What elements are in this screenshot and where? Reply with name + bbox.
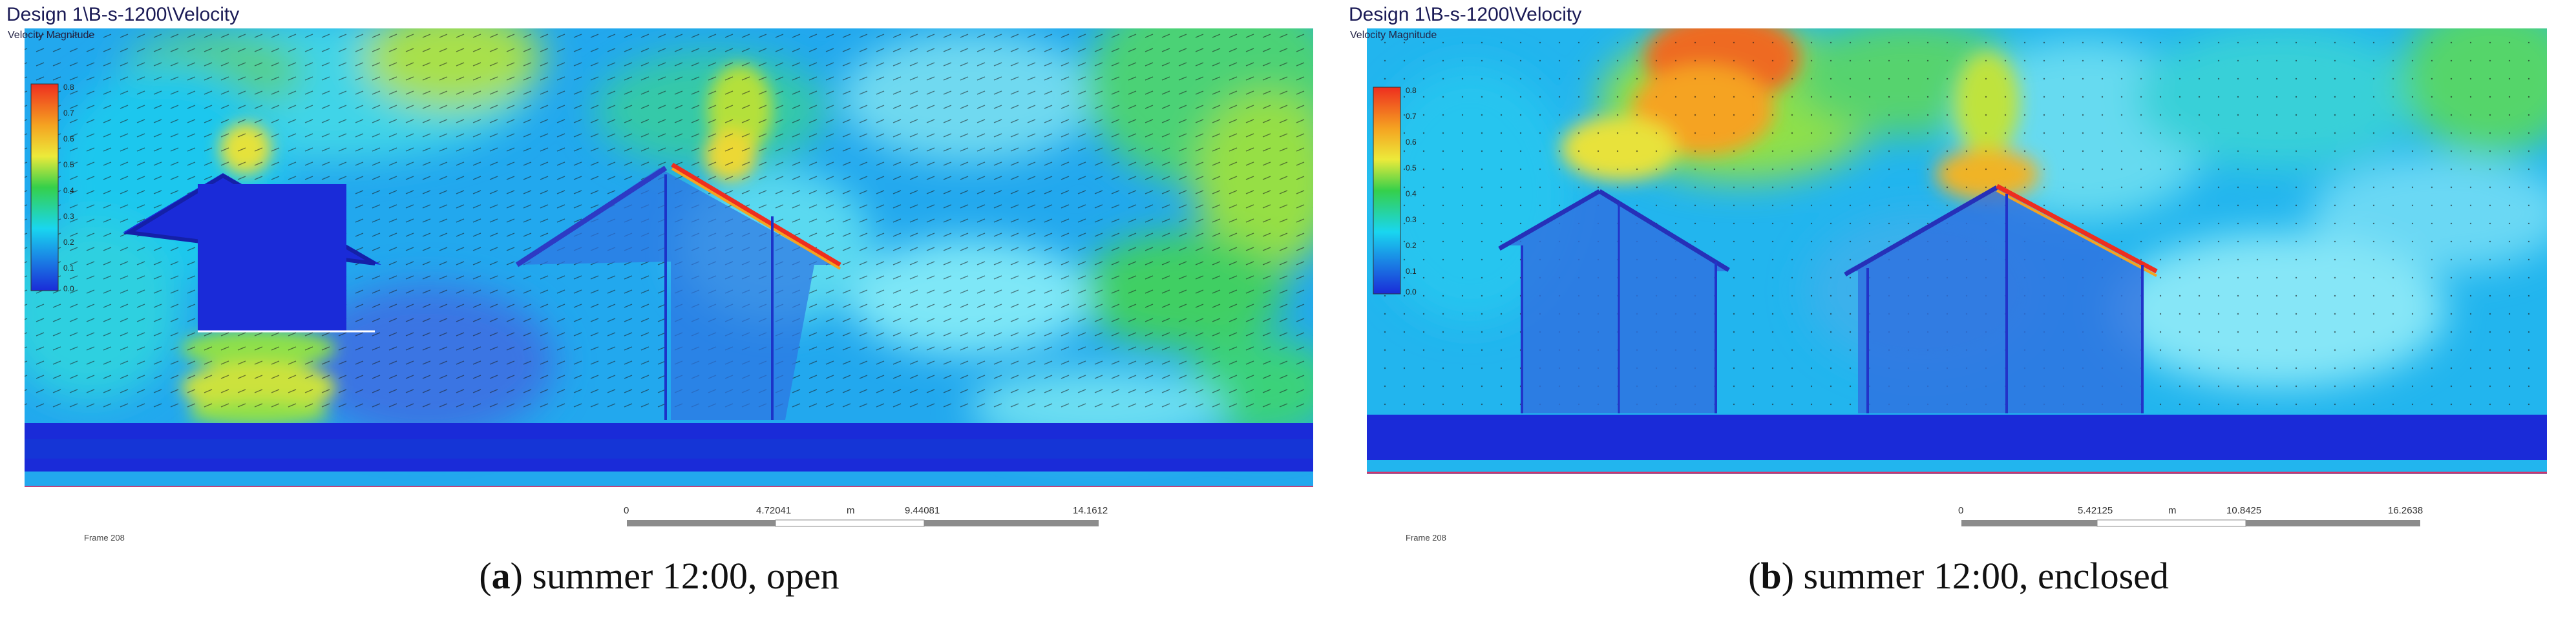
- caption-text: summer 12:00, enclosed: [1803, 555, 2169, 597]
- cfd-title-overlay: Design 1\B-s-1200\Velocity: [6, 4, 240, 25]
- colorbar-tick: 0.0: [1406, 287, 1417, 296]
- colorbar-tick: 0.3: [1406, 215, 1417, 224]
- legend-label: Velocity Magnitude: [8, 30, 95, 41]
- colorbar-tick: 0.0: [63, 284, 74, 293]
- caption-text: summer 12:00, open: [532, 555, 839, 597]
- caption-b: (b) summer 12:00, enclosed: [1748, 555, 2169, 597]
- frame-label: Frame 208: [84, 533, 125, 543]
- colorbar-tick: 0.4: [1406, 189, 1417, 198]
- colorbar-tick: 0.6: [63, 134, 74, 143]
- colorbar-tick: 0.2: [1406, 241, 1417, 250]
- colorbar-tick: 0.5: [1406, 163, 1417, 172]
- caption-letter: a: [491, 555, 511, 597]
- colorbar-tick: 0.7: [63, 109, 74, 118]
- colorbar-tick: 0.2: [63, 238, 74, 247]
- colorbar-tick: 0.6: [1406, 138, 1417, 147]
- scale-tick: 14.1612: [1073, 505, 1108, 516]
- scale-unit: m: [2168, 505, 2177, 516]
- colorbar-tick: 0.8: [1406, 86, 1417, 95]
- colorbar-tick: 0.4: [63, 186, 74, 195]
- scale-tick: 9.44081: [905, 505, 940, 516]
- panel-b: Design 1\B-s-1200\Velocity Velocity Magn…: [1341, 0, 2576, 622]
- caption-a: (a) summer 12:00, open: [479, 555, 839, 597]
- scale-tick: 0: [624, 505, 629, 516]
- colorbar-tick: 0.7: [1406, 112, 1417, 121]
- cfd-title-overlay: Design 1\B-s-1200\Velocity: [1349, 4, 1582, 25]
- colorbar-tick: 0.3: [63, 212, 74, 221]
- colorbar-tick: 0.1: [1406, 267, 1417, 276]
- colorbar-tick: 0.8: [63, 83, 74, 92]
- scale-tick: 10.8425: [2226, 505, 2262, 516]
- scale-tick: 4.72041: [756, 505, 792, 516]
- scale-tick: 5.42125: [2078, 505, 2113, 516]
- cfd-velocity-plot-enclosed: [1367, 28, 2547, 548]
- scale-tick: 0: [1958, 505, 1964, 516]
- colorbar-tick: 0.5: [63, 160, 74, 169]
- scale-unit: m: [847, 505, 855, 516]
- cfd-velocity-plot-open: [25, 28, 1313, 548]
- panel-a: Design 1\B-s-1200\Velocity Velocity Magn…: [6, 4, 1313, 597]
- colorbar-tick: 0.1: [63, 264, 74, 273]
- caption-letter: b: [1760, 555, 1782, 597]
- frame-label: Frame 208: [1406, 533, 1446, 543]
- legend-label: Velocity Magnitude: [1350, 30, 1437, 41]
- scale-tick: 16.2638: [2388, 505, 2423, 516]
